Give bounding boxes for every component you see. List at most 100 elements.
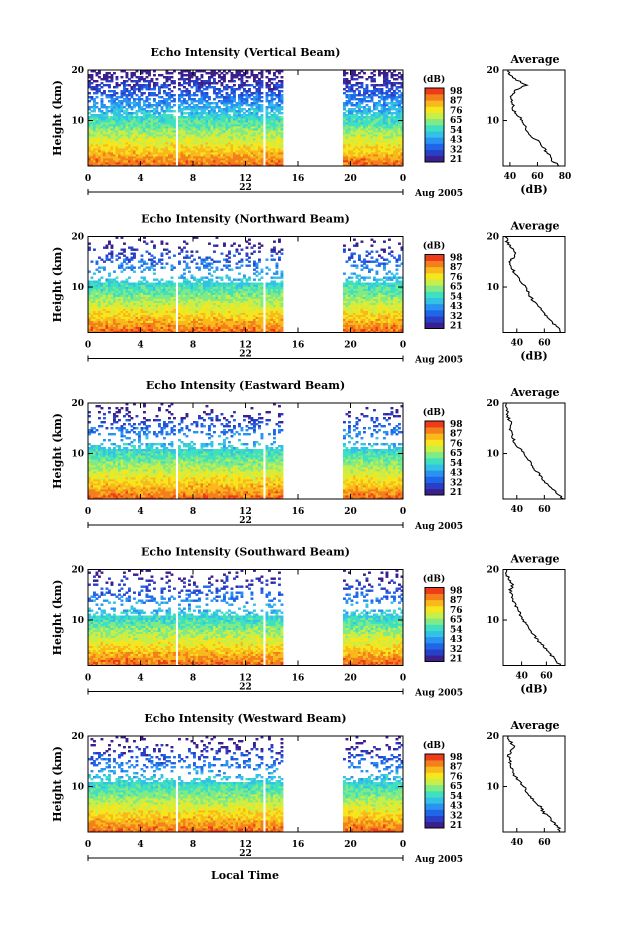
- heatmap-cell: [126, 72, 129, 74]
- panel-title: Echo Intensity (Vertical Beam): [150, 46, 340, 59]
- heatmap-cell: [128, 283, 131, 285]
- heatmap-cell: [198, 98, 201, 100]
- heatmap-cell: [148, 102, 151, 104]
- heatmap-cell: [271, 114, 274, 116]
- heatmap-cell: [91, 277, 94, 279]
- heatmap-cell: [346, 90, 349, 92]
- heatmap-cell: [156, 82, 159, 84]
- heatmap-cell: [138, 116, 141, 118]
- heatmap-cell: [146, 281, 149, 283]
- heatmap-cell: [118, 265, 121, 267]
- heatmap-cell: [168, 257, 171, 259]
- heatmap-cell: [116, 255, 119, 257]
- heatmap-cell: [221, 90, 224, 92]
- heatmap-cell: [231, 72, 234, 74]
- heatmap-cell: [111, 245, 114, 247]
- heatmap-cell: [378, 96, 381, 98]
- heatmap-cell: [181, 90, 184, 92]
- heatmap-cell: [368, 100, 371, 102]
- heatmap-cell: [163, 98, 166, 100]
- heatmap-cell: [388, 88, 391, 90]
- panel-1: Echo Intensity (Vertical Beam)2010Height…: [51, 46, 571, 199]
- heatmap-cell: [133, 249, 136, 251]
- colorbar-tick-label: 54: [450, 126, 463, 136]
- profile-frame: [503, 70, 565, 166]
- heatmap-cell: [198, 82, 201, 84]
- heatmap-cell: [396, 82, 399, 84]
- heatmap-cell: [203, 80, 206, 82]
- heatmap-cell: [223, 108, 226, 110]
- heatmap-cell: [161, 259, 164, 261]
- heatmap-cell: [368, 76, 371, 78]
- heatmap-cell: [348, 94, 351, 96]
- heatmap-cell: [123, 116, 126, 118]
- heatmap-cell: [91, 74, 94, 76]
- heatmap-cell: [151, 110, 154, 112]
- heatmap-cell: [353, 104, 356, 106]
- heatmap-cell: [366, 78, 369, 80]
- heatmap-cell: [166, 249, 169, 251]
- heatmap-cell: [261, 80, 264, 82]
- heatmap-cell: [343, 88, 346, 90]
- heatmap-cell: [253, 92, 256, 94]
- heatmap-cell: [128, 112, 131, 114]
- colorbar-tick-label: 21: [450, 155, 463, 165]
- heatmap-cell: [96, 261, 99, 263]
- heatmap-cell: [243, 98, 246, 100]
- heatmap-cell: [101, 98, 104, 100]
- heatmap-cell: [188, 112, 191, 114]
- heatmap-cell: [171, 106, 174, 108]
- heatmap-cell: [103, 283, 106, 285]
- heatmap-cell: [258, 78, 261, 80]
- heatmap-cell: [358, 76, 361, 78]
- heatmap-cell: [206, 86, 209, 88]
- heatmap-cell: [153, 283, 156, 285]
- heatmap-cell: [216, 82, 219, 84]
- heatmap-cell: [351, 102, 354, 104]
- heatmap-cell: [146, 96, 149, 98]
- heatmap-cell: [166, 76, 169, 78]
- heatmap-cell: [118, 96, 121, 98]
- heatmap-cell: [171, 114, 174, 116]
- heatmap-cell: [118, 283, 121, 285]
- heatmap-cell: [373, 78, 376, 80]
- heatmap-cell: [246, 114, 249, 116]
- heatmap-cell: [151, 241, 154, 243]
- heatmap-cell: [158, 259, 161, 261]
- heatmap-cell: [191, 80, 194, 82]
- heatmap-cell: [216, 112, 219, 114]
- heatmap-cell: [216, 102, 219, 104]
- heatmap-cell: [238, 94, 241, 96]
- heatmap-cell: [348, 80, 351, 82]
- heatmap-cell: [143, 78, 146, 80]
- heatmap-cell: [118, 84, 121, 86]
- heatmap-cell: [248, 76, 251, 78]
- heatmap-cell: [168, 76, 171, 78]
- heatmap-cell: [373, 84, 376, 86]
- profile-x-tick-label: 60: [531, 172, 544, 182]
- colorbar-segment: [425, 119, 444, 125]
- panel-title: Echo Intensity (Northward Beam): [141, 213, 350, 226]
- heatmap-cell: [116, 96, 119, 98]
- heatmap-cell: [96, 114, 99, 116]
- heatmap-cell: [271, 78, 274, 80]
- heatmap-cell: [93, 114, 96, 116]
- heatmap-cell: [128, 277, 131, 279]
- date-label: Aug 2005: [414, 189, 463, 199]
- heatmap-cell: [98, 279, 101, 281]
- colorbar-tick-label: 87: [450, 97, 463, 107]
- heatmap-cell: [163, 82, 166, 84]
- heatmap-cell: [153, 98, 156, 100]
- heatmap-cell: [168, 114, 171, 116]
- heatmap-cell: [196, 76, 199, 78]
- heatmap-cell: [158, 100, 161, 102]
- heatmap-cell: [366, 104, 369, 106]
- heatmap-cell: [101, 78, 104, 80]
- heatmap-cell: [108, 106, 111, 108]
- heatmap-cell: [131, 92, 134, 94]
- heatmap-cell: [106, 94, 109, 96]
- heatmap-cell: [133, 116, 136, 118]
- heatmap-cell: [161, 96, 164, 98]
- heatmap-cell: [161, 253, 164, 255]
- heatmap-cell: [131, 112, 134, 114]
